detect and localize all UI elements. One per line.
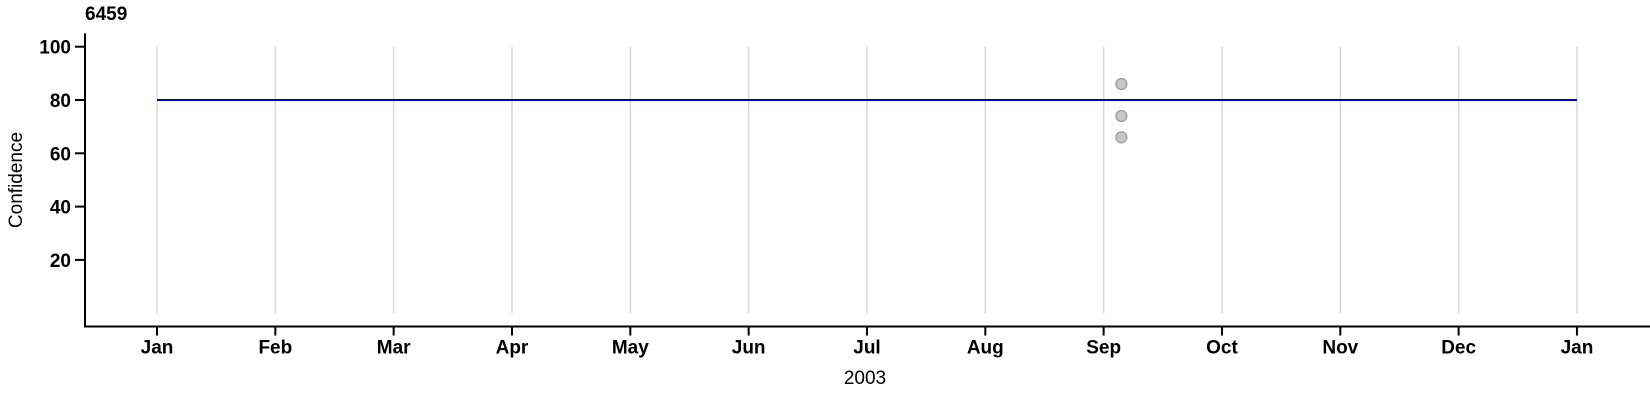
y-tick-label: 60 <box>50 144 71 165</box>
x-tick-label: Sep <box>1086 338 1121 359</box>
data-point <box>1115 109 1128 123</box>
y-axis-title: Confidence <box>6 131 27 229</box>
y-tick-label: 100 <box>39 38 71 59</box>
x-tick-label: Jun <box>732 338 766 359</box>
x-tick-label: Jan <box>141 338 174 359</box>
x-tick-label: Feb <box>258 338 292 359</box>
x-tick-label: Apr <box>496 338 529 359</box>
x-tick-label: Jan <box>1561 338 1594 359</box>
y-tick-label: 40 <box>50 198 71 219</box>
y-tick-label: 80 <box>50 91 71 112</box>
x-tick-label: May <box>612 338 649 359</box>
x-tick-label: Nov <box>1322 338 1358 359</box>
x-tick-label: Jul <box>853 338 880 359</box>
chart-title: 6459 <box>85 4 128 25</box>
x-tick-label: Mar <box>377 338 411 359</box>
x-tick-label: Aug <box>967 338 1004 359</box>
x-tick-label: Oct <box>1206 338 1238 359</box>
x-tick-label: Dec <box>1441 338 1476 359</box>
x-axis-title: 2003 <box>843 368 887 389</box>
data-point <box>1115 131 1128 144</box>
y-tick-label: 20 <box>50 251 71 272</box>
data-point <box>1115 77 1128 91</box>
